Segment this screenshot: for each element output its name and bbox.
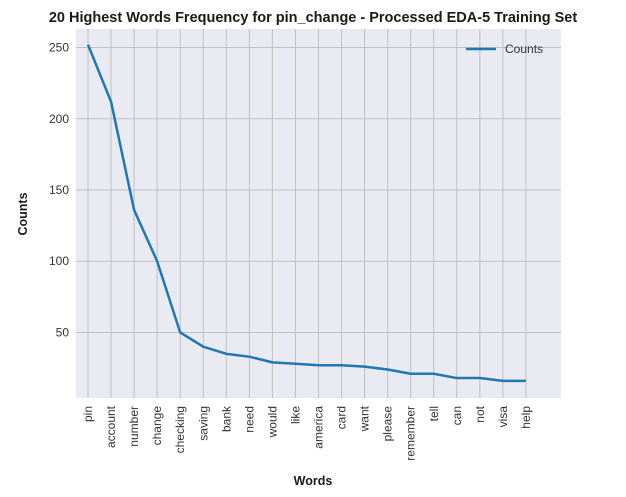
y-tick-label: 100 — [49, 254, 69, 268]
x-tick-label: america — [312, 406, 326, 449]
x-tick-label: checking — [173, 406, 187, 453]
grid-lines — [76, 29, 561, 398]
x-tick-label: account — [104, 405, 118, 448]
y-axis-ticks: 50 100 150 200 250 — [49, 41, 69, 340]
series-line-counts — [86, 44, 526, 383]
x-axis-ticks: pin account number change checking saving bank… — [81, 405, 533, 461]
y-tick-label: 250 — [49, 41, 69, 55]
chart-title: 20 Highest Words Frequency for pin_chang… — [49, 10, 577, 26]
x-tick-label: card — [335, 406, 349, 429]
x-tick-label: remember — [404, 406, 418, 461]
legend-label: Counts — [505, 42, 543, 56]
x-tick-label: change — [150, 406, 164, 446]
series-lines — [86, 44, 526, 383]
x-tick-label: can — [450, 406, 464, 425]
x-tick-label: pin — [81, 406, 95, 422]
x-tick-label: not — [473, 405, 487, 422]
x-tick-label: number — [127, 406, 141, 447]
x-tick-label: help — [519, 406, 533, 429]
x-tick-label: visa — [496, 406, 510, 428]
y-axis-label: Counts — [16, 192, 30, 235]
x-axis-label: Words — [294, 474, 333, 488]
x-tick-label: please — [381, 406, 395, 442]
y-tick-label: 50 — [56, 325, 70, 339]
x-tick-label: want — [358, 405, 372, 432]
x-tick-label: would — [265, 406, 279, 438]
x-tick-label: need — [242, 406, 256, 433]
y-tick-label: 200 — [49, 112, 69, 126]
x-tick-label: tell — [427, 406, 441, 421]
y-tick-label: 150 — [49, 183, 69, 197]
x-tick-label: like — [288, 406, 302, 424]
legend: Counts — [466, 42, 543, 56]
x-tick-label: saving — [196, 406, 210, 441]
x-tick-label: bank — [219, 405, 233, 432]
